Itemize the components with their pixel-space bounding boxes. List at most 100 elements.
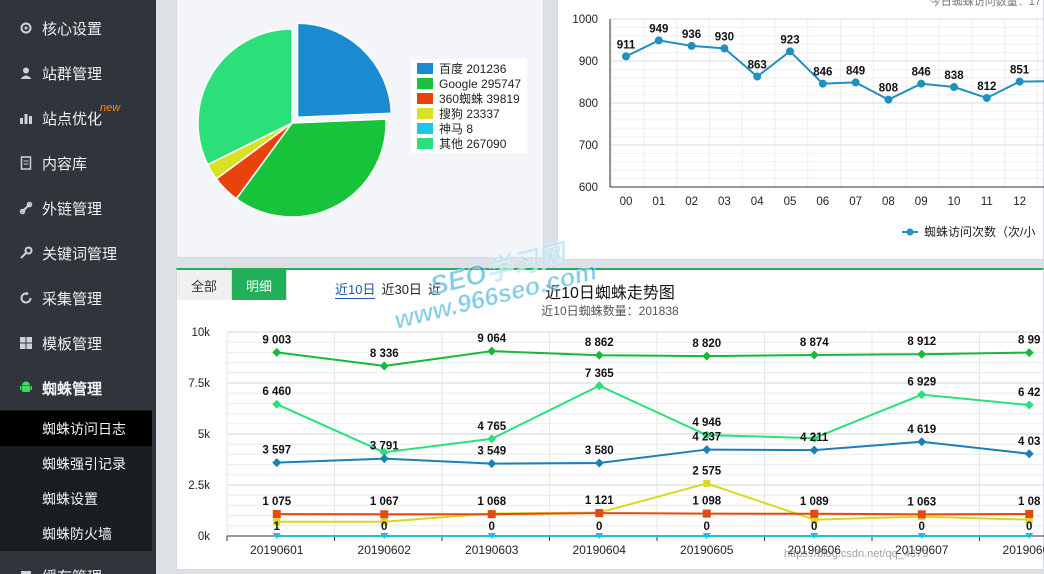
tab-all[interactable]: 全部 <box>177 270 233 300</box>
pie-legend-item[interactable]: 其他 267090 <box>417 136 521 151</box>
series-point[interactable] <box>272 399 282 409</box>
series-point[interactable] <box>809 350 819 360</box>
tab-detail[interactable]: 明细 <box>232 270 288 300</box>
series-point[interactable] <box>379 447 389 457</box>
series-point[interactable] <box>810 516 818 524</box>
sidebar-subitem-2[interactable]: 蜘蛛设置 <box>0 481 152 516</box>
series-point[interactable] <box>917 510 926 519</box>
series-point[interactable] <box>1025 533 1034 539</box>
hourly-point[interactable] <box>818 79 827 88</box>
range-more[interactable]: 近 <box>427 282 441 297</box>
sidebar-item-3[interactable]: 内容库 <box>0 143 156 183</box>
hourly-point[interactable] <box>917 79 926 88</box>
series-point[interactable] <box>1025 509 1034 518</box>
pie-slice-0[interactable] <box>296 22 393 119</box>
hourly-point[interactable] <box>884 95 893 104</box>
pie-legend-item[interactable]: 神马 8 <box>417 121 521 136</box>
sidebar-item-0[interactable]: 核心设置 <box>0 8 156 48</box>
series-point[interactable] <box>917 390 927 400</box>
trend-title: 近10日蜘蛛走势图 <box>545 285 675 302</box>
hourly-point[interactable] <box>622 52 630 61</box>
sidebar-subitem-3[interactable]: 蜘蛛防火墙 <box>0 516 152 551</box>
series-point[interactable] <box>379 454 389 464</box>
x-tick-label: 20190608 <box>1003 543 1044 557</box>
series-point[interactable] <box>273 518 281 526</box>
view-tabs: 全部 明细 <box>177 270 288 300</box>
series-point[interactable] <box>809 433 819 443</box>
sidebar-item-cache[interactable]: 缓存管理 <box>0 556 156 574</box>
series-point[interactable] <box>380 518 388 526</box>
series-point[interactable] <box>595 509 604 518</box>
pie-legend-item[interactable]: 百度 201236 <box>417 61 521 76</box>
series-point[interactable] <box>1024 348 1034 358</box>
series-point[interactable] <box>487 346 497 356</box>
series-point[interactable] <box>810 533 819 539</box>
sidebar-item-1[interactable]: 站群管理 <box>0 53 156 93</box>
series-point[interactable] <box>272 347 282 357</box>
pie-legend-item[interactable]: 360蜘蛛 39819 <box>417 91 521 106</box>
series-point[interactable] <box>702 430 712 440</box>
series-point[interactable] <box>379 361 389 371</box>
hourly-point[interactable] <box>982 93 991 102</box>
hourly-value-label: 851 <box>1010 65 1030 77</box>
series-value-label: 1 121 <box>585 495 614 507</box>
series-point[interactable] <box>702 445 712 455</box>
range-10-days[interactable]: 近10日 <box>335 279 376 299</box>
hourly-point[interactable] <box>654 36 663 45</box>
series-point[interactable] <box>272 532 281 539</box>
series-point[interactable] <box>380 510 389 519</box>
range-30-days[interactable]: 近30日 <box>381 282 422 297</box>
series-point[interactable] <box>1025 516 1033 524</box>
pie-slice-1[interactable] <box>235 118 387 218</box>
hourly-point[interactable] <box>753 72 762 81</box>
series-point[interactable] <box>917 349 927 359</box>
series-point[interactable] <box>487 510 496 519</box>
hourly-point[interactable] <box>687 41 696 50</box>
hourly-point[interactable] <box>851 78 860 87</box>
hourly-point[interactable] <box>786 47 794 56</box>
hourly-point[interactable] <box>720 44 729 53</box>
series-point[interactable] <box>594 458 604 468</box>
series-point[interactable] <box>1024 449 1034 459</box>
sidebar-item-5[interactable]: 关键词管理 <box>0 233 156 273</box>
series-point[interactable] <box>703 479 711 487</box>
series-point[interactable] <box>594 381 604 391</box>
series-point[interactable] <box>595 533 604 539</box>
series-point[interactable] <box>702 509 711 518</box>
series-point[interactable] <box>272 510 281 519</box>
pie-slice-5[interactable] <box>197 28 293 166</box>
x-tick-label: 20190607 <box>895 543 949 557</box>
hourly-point[interactable] <box>1015 77 1024 86</box>
series-point[interactable] <box>487 434 497 444</box>
series-point[interactable] <box>272 458 282 468</box>
series-value-label: 3 791 <box>370 441 399 453</box>
trend-panel: 全部 明细 近10日 近30日 近 近10日蜘蛛走势图 近10日蜘蛛数量：201… <box>176 268 1044 570</box>
x-tick-label: 05 <box>784 196 797 208</box>
series-point[interactable] <box>810 509 819 518</box>
series-point[interactable] <box>487 533 496 539</box>
sidebar-item-8[interactable]: 蜘蛛管理 <box>0 368 156 408</box>
series-point[interactable] <box>917 533 926 539</box>
hourly-value-label: 930 <box>715 31 734 43</box>
pie-legend-item[interactable]: 搜狗 23337 <box>417 106 521 121</box>
sidebar-item-6[interactable]: 采集管理 <box>0 278 156 318</box>
sidebar-subitem-1[interactable]: 蜘蛛强引记录 <box>0 446 152 481</box>
series-point[interactable] <box>702 533 711 539</box>
series-value-label: 3 580 <box>585 445 614 457</box>
series-point[interactable] <box>702 351 712 361</box>
series-point[interactable] <box>1024 400 1034 410</box>
x-tick-label: 20190603 <box>465 543 519 557</box>
sidebar-item-4[interactable]: 外链管理 <box>0 188 156 228</box>
hourly-header: 今日蜘蛛访问数量：17 <box>929 0 1041 8</box>
hourly-legend[interactable]: 蜘蛛访问次数（次/小 <box>902 224 1035 239</box>
series-point[interactable] <box>917 437 927 447</box>
series-point[interactable] <box>594 350 604 360</box>
series-point[interactable] <box>380 533 389 539</box>
hourly-point[interactable] <box>950 83 958 92</box>
sidebar-item-2[interactable]: 站点优化 new <box>0 98 156 138</box>
pie-legend-item[interactable]: Google 295747 <box>417 76 521 91</box>
series-point[interactable] <box>487 459 497 469</box>
sidebar-subitem-0[interactable]: 蜘蛛访问日志 <box>0 411 152 446</box>
series-point[interactable] <box>809 445 819 455</box>
sidebar-item-7[interactable]: 模板管理 <box>0 323 156 363</box>
